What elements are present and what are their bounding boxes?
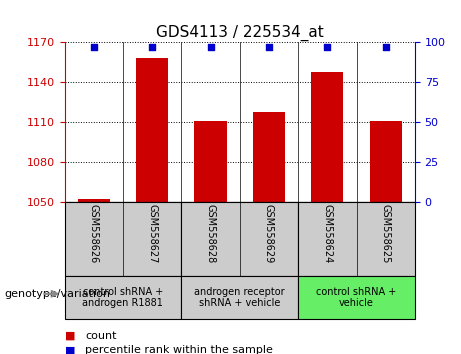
Point (324, 45, 331, 50)
Text: GSM558628: GSM558628 (206, 204, 216, 263)
Title: GDS4113 / 225534_at: GDS4113 / 225534_at (156, 25, 324, 41)
Bar (311, 72, 343, 202)
Text: percentile rank within the sample: percentile rank within the sample (85, 345, 273, 354)
Bar (65, 202, 181, 276)
Text: genotype/variation: genotype/variation (5, 289, 111, 299)
Text: ■: ■ (65, 331, 75, 341)
Point (265, 45, 272, 50)
Bar (65, 276, 181, 319)
Bar (123, 42, 181, 202)
Text: ■: ■ (65, 345, 75, 354)
Bar (298, 202, 415, 276)
Bar (181, 42, 240, 202)
Bar (253, 112, 285, 202)
Text: GSM558629: GSM558629 (264, 204, 274, 263)
Bar (181, 202, 298, 276)
Text: androgen receptor
shRNA + vehicle: androgen receptor shRNA + vehicle (195, 286, 285, 308)
Text: GSM558624: GSM558624 (322, 204, 332, 263)
Point (207, 45, 214, 50)
Bar (356, 42, 415, 202)
Bar (136, 58, 168, 202)
Bar (240, 42, 298, 202)
Point (148, 45, 156, 50)
Text: GSM558625: GSM558625 (381, 204, 391, 263)
Text: GSM558627: GSM558627 (147, 204, 157, 263)
Text: GSM558626: GSM558626 (89, 204, 99, 263)
Bar (181, 276, 298, 319)
Bar (77, 199, 110, 202)
Bar (298, 276, 415, 319)
Bar (65, 42, 123, 202)
Point (382, 45, 390, 50)
Text: count: count (85, 331, 117, 341)
Point (90, 45, 97, 50)
Text: control shRNA +
vehicle: control shRNA + vehicle (316, 286, 396, 308)
Bar (195, 121, 226, 202)
Bar (298, 42, 356, 202)
Text: control shRNA +
androgen R1881: control shRNA + androgen R1881 (83, 286, 163, 308)
Bar (370, 121, 402, 202)
